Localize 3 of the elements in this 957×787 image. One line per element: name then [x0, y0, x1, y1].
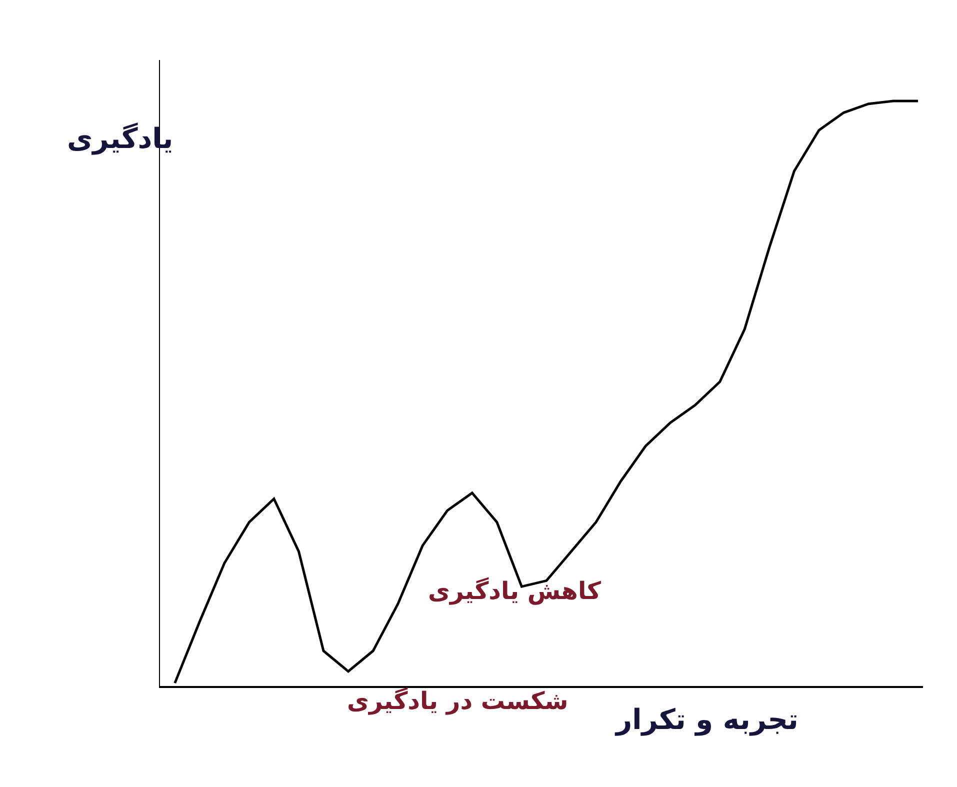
- annotation: کاهش یادگیری: [428, 577, 601, 605]
- text: شکست در یادگیری: [347, 687, 568, 715]
- x-axis-title: تجربه و تکرار: [614, 703, 798, 736]
